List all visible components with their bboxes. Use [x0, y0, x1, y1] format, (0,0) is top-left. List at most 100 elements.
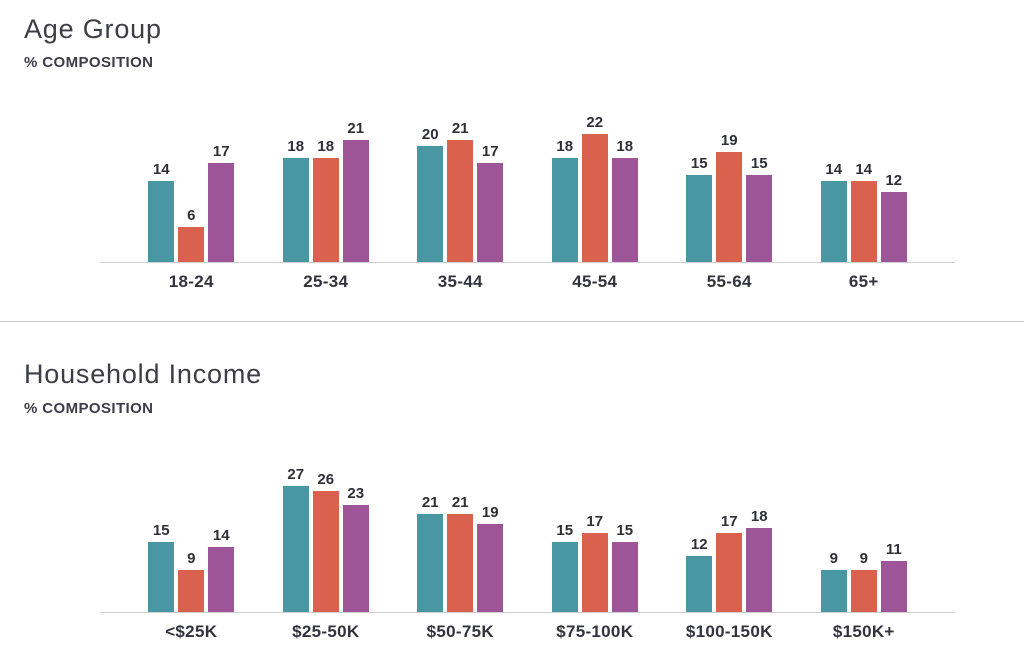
- bar-value-label: 14: [825, 161, 843, 179]
- category-label: 65+: [848, 272, 879, 292]
- purple-series-bar: [880, 560, 907, 612]
- bar-value-label: 18: [616, 138, 634, 156]
- household-income-section: Household Income % COMPOSITION 15 9 14 27 26…: [0, 322, 1024, 641]
- orange-series-bar-wrap: 22: [581, 114, 608, 263]
- bar-value-label: 18: [750, 507, 768, 525]
- bar-value-label: 20: [421, 126, 439, 144]
- purple-series-bar-wrap: 21: [342, 120, 369, 263]
- orange-series-bar: [312, 490, 339, 612]
- orange-series-bar-wrap: 9: [850, 549, 877, 612]
- bar-value-label: 15: [750, 155, 768, 173]
- bar-group: 12 17 18: [662, 509, 797, 612]
- bar-value-label: 18: [317, 138, 335, 156]
- teal-series-bar-wrap: 14: [820, 161, 847, 263]
- bar-value-label: 21: [451, 493, 469, 511]
- purple-series-bar-wrap: 23: [342, 484, 369, 612]
- bar-group: 15 9 14: [124, 523, 259, 612]
- purple-series-bar: [208, 546, 235, 612]
- bar-group: 20 21 17: [393, 120, 528, 263]
- purple-series-bar: [477, 163, 504, 263]
- bar-cluster: 18 22 18: [551, 114, 638, 263]
- bar-value-label: 19: [720, 132, 738, 150]
- bar-value-label: 9: [829, 549, 838, 567]
- category-label: <$25K: [165, 621, 218, 641]
- bar-value-label: 21: [421, 493, 439, 511]
- teal-series-bar-wrap: 18: [282, 139, 309, 263]
- orange-series-bar-wrap: 21: [447, 493, 474, 612]
- orange-series-bar: [850, 569, 877, 612]
- teal-series-bar: [417, 513, 444, 612]
- teal-series-bar: [686, 175, 713, 263]
- age-group-section: Age Group % COMPOSITION 14 6 17 18 18 21 20 21 1…: [0, 0, 1024, 292]
- bar-value-label: 14: [152, 161, 170, 179]
- bar-value-label: 21: [347, 120, 365, 138]
- purple-series-bar-wrap: 15: [746, 155, 773, 263]
- bar-value-label: 23: [347, 484, 365, 502]
- purple-series-bar: [208, 163, 235, 263]
- orange-series-bar-wrap: 6: [178, 207, 205, 263]
- bar-group: 14 14 12: [797, 161, 932, 263]
- teal-series-bar: [820, 181, 847, 263]
- bar-value-label: 21: [451, 120, 469, 138]
- teal-series-bar-wrap: 15: [686, 156, 713, 263]
- bar-cluster: 14 6 17: [148, 143, 235, 263]
- teal-series-bar-wrap: 15: [551, 521, 578, 612]
- purple-series-bar: [342, 140, 369, 263]
- teal-series-bar-wrap: 21: [417, 493, 444, 612]
- purple-series-bar-wrap: 17: [208, 143, 235, 263]
- teal-series-bar-wrap: 14: [148, 161, 175, 263]
- category-label: 45-54: [572, 272, 618, 292]
- orange-series-bar-wrap: 21: [447, 120, 474, 263]
- purple-series-bar-wrap: 15: [611, 521, 638, 612]
- category-label: $50-75K: [426, 621, 494, 641]
- teal-series-bar-wrap: 27: [282, 465, 309, 612]
- bar-cluster: 14 14 12: [820, 161, 907, 263]
- teal-series-bar-wrap: 12: [686, 535, 713, 612]
- orange-series-bar: [716, 152, 743, 263]
- section-subtitle: % COMPOSITION: [24, 399, 154, 417]
- bar-group: 15 17 15: [528, 514, 663, 612]
- teal-series-bar: [686, 555, 713, 612]
- teal-series-bar: [282, 158, 309, 263]
- category-label: 25-34: [303, 272, 349, 292]
- category-label: 55-64: [706, 272, 752, 292]
- bar-value-label: 27: [287, 465, 305, 483]
- plot-area: 14 6 17 18 18 21 20 21 17 18 22 18 15 19 15 14 14 12: [100, 111, 955, 264]
- orange-series-bar: [312, 158, 339, 263]
- section-title: Age Group: [24, 14, 162, 44]
- teal-series-bar: [282, 485, 309, 612]
- teal-series-bar-wrap: 15: [148, 523, 175, 612]
- bar-value-label: 26: [317, 470, 335, 488]
- bar-value-label: 9: [187, 549, 196, 567]
- bar-value-label: 19: [481, 503, 499, 521]
- section-divider: [0, 321, 1024, 323]
- purple-series-bar: [611, 158, 638, 263]
- household-income-chart: 15 9 14 27 26 23 21 21 19 15 17 15 12 17 18 9 9 11 <$25K $…: [100, 463, 955, 642]
- purple-series-bar: [342, 504, 369, 612]
- teal-series-bar: [148, 181, 175, 263]
- bar-value-label: 14: [212, 526, 230, 544]
- orange-series-bar-wrap: 18: [312, 138, 339, 263]
- bar-group: 21 21 19: [393, 495, 528, 612]
- bar-value-label: 15: [556, 521, 574, 539]
- bar-cluster: 18 18 21: [282, 120, 369, 263]
- bar-value-label: 17: [212, 143, 230, 161]
- bar-value-label: 9: [859, 549, 868, 567]
- bar-value-label: 18: [556, 138, 574, 156]
- bar-value-label: 17: [586, 512, 604, 530]
- bar-group: 18 22 18: [528, 114, 663, 263]
- bar-group: 27 26 23: [259, 467, 394, 612]
- bar-value-label: 22: [586, 114, 604, 132]
- bar-value-label: 17: [481, 143, 499, 161]
- age-group-chart: 14 6 17 18 18 21 20 21 17 18 22 18 15 19 15 14 14 12 18-2…: [100, 111, 955, 292]
- bar-cluster: 15 19 15: [686, 132, 773, 263]
- bar-value-label: 14: [855, 161, 873, 179]
- bar-cluster: 27 26 23: [282, 465, 369, 612]
- bar-group: 9 9 11: [797, 542, 932, 612]
- purple-series-bar-wrap: 19: [477, 503, 504, 612]
- bar-value-label: 12: [690, 535, 708, 553]
- bar-value-label: 6: [187, 207, 196, 225]
- teal-series-bar: [551, 158, 578, 263]
- bar-value-label: 15: [616, 521, 634, 539]
